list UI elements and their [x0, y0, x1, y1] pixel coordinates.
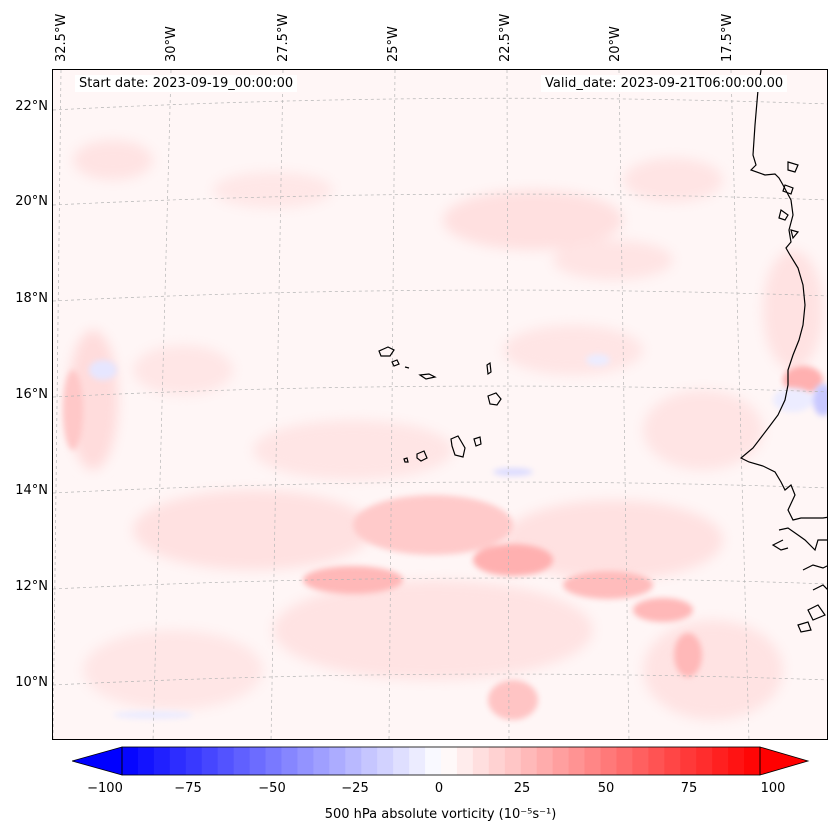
colorbar-band	[712, 747, 729, 775]
colorbar-band	[377, 747, 394, 775]
colorbar-tick-neg25: −25	[341, 781, 369, 796]
valid-date-label: Valid_date: 2023-09-21T06:00:00.00	[541, 75, 788, 92]
lon-label-25w: 25°W	[386, 26, 401, 62]
colorbar	[72, 746, 810, 776]
colorbar-tick-neg75: −75	[174, 781, 202, 796]
colorbar-tick-0: 0	[434, 781, 444, 796]
africa-coastline	[739, 70, 827, 633]
colorbar-band	[201, 747, 219, 775]
colorbar-band	[600, 747, 617, 775]
colorbar-label: 500 hPa absolute vorticity (10⁻⁵s⁻¹)	[324, 807, 557, 822]
colorbar-band	[122, 747, 139, 775]
vorticity-map	[53, 70, 827, 739]
colorbar-band	[520, 747, 538, 775]
colorbar-band	[393, 747, 410, 775]
colorbar-band	[488, 747, 506, 775]
colorbar-band	[361, 747, 378, 775]
colorbar-band	[345, 747, 362, 775]
colorbar-tick-50: 50	[597, 781, 615, 796]
colorbar-band	[728, 747, 745, 775]
colorbar-band	[616, 747, 633, 775]
colorbar-band	[536, 747, 554, 775]
colorbar-band	[425, 747, 442, 775]
cabo-verde-islands	[378, 346, 502, 463]
lon-label-32-5w: 32.5°W	[54, 13, 69, 62]
colorbar-tick-neg100: −100	[87, 781, 123, 796]
colorbar-band	[696, 747, 713, 775]
lat-label-16n: 16°N	[15, 387, 48, 402]
colorbar-band	[680, 747, 697, 775]
lat-label-20n: 20°N	[15, 194, 48, 209]
lat-label-18n: 18°N	[15, 291, 48, 306]
colorbar-band	[552, 747, 570, 775]
colorbar-band	[584, 747, 601, 775]
colorbar-band	[568, 747, 586, 775]
colorbar-band	[169, 747, 187, 775]
lon-label-30w: 30°W	[164, 26, 179, 62]
colorbar-band	[217, 747, 235, 775]
colorbar-band	[185, 747, 203, 775]
colorbar-band	[744, 747, 761, 775]
start-date-label: Start date: 2023-09-19_00:00:00	[75, 75, 298, 92]
colorbar-band	[632, 747, 649, 775]
colorbar-band	[664, 747, 681, 775]
lon-label-20w: 20°W	[608, 26, 623, 62]
colorbar-band	[153, 747, 171, 775]
gridlines	[53, 70, 827, 739]
lat-label-14n: 14°N	[15, 483, 48, 498]
lon-label-22-5w: 22.5°W	[498, 13, 513, 62]
lat-label-10n: 10°N	[15, 675, 48, 690]
colorbar-band	[265, 747, 282, 775]
colorbar-tick-75: 75	[680, 781, 698, 796]
colorbar-band	[409, 747, 426, 775]
lat-label-12n: 12°N	[15, 579, 48, 594]
colorbar-band	[313, 747, 330, 775]
colorbar-tick-100: 100	[760, 781, 786, 796]
colorbar-outline	[121, 746, 761, 776]
colorbar-band	[297, 747, 314, 775]
colorbar-tick-25: 25	[513, 781, 531, 796]
colorbar-band	[441, 747, 458, 775]
colorbar-band	[456, 747, 474, 775]
colorbar-band	[472, 747, 490, 775]
lat-label-22n: 22°N	[15, 99, 48, 114]
lon-label-17-5w: 17.5°W	[720, 13, 735, 62]
colorbar-min-extension	[72, 746, 123, 776]
colorbar-band	[329, 747, 346, 775]
colorbar-band	[504, 747, 522, 775]
lon-label-27-5w: 27.5°W	[276, 13, 291, 62]
colorbar-band	[648, 747, 665, 775]
vorticity-strong-positive-cores	[63, 366, 823, 720]
colorbar-band	[281, 747, 298, 775]
colorbar-band	[249, 747, 267, 775]
map-panel[interactable]	[52, 69, 828, 740]
colorbar-tick-neg50: −50	[258, 781, 286, 796]
colorbar-band	[233, 747, 251, 775]
colorbar-max-extension	[759, 746, 810, 776]
colorbar-band	[137, 747, 155, 775]
